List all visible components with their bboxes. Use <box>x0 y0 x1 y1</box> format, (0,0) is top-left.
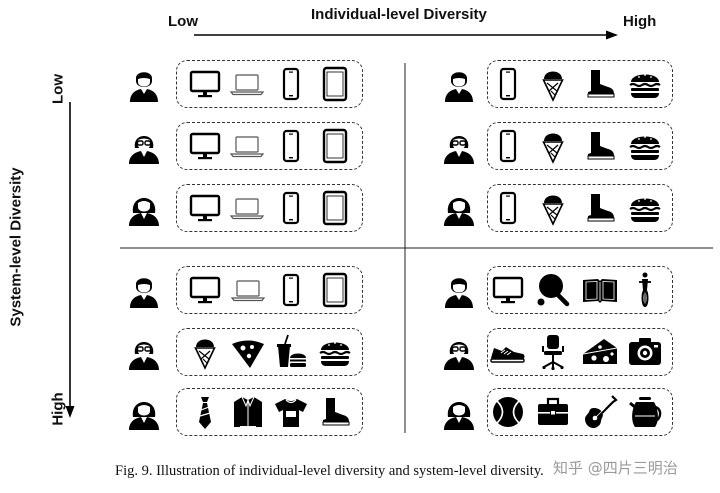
pizza-icon <box>228 332 268 372</box>
watermark: 知乎 @四片三明治 <box>553 459 678 477</box>
fast-food-icon <box>271 332 311 372</box>
cyclist-icon <box>625 270 665 310</box>
boot-icon <box>580 188 620 228</box>
man-user-icon <box>439 270 479 310</box>
item-group-box <box>176 122 363 170</box>
monitor-icon <box>185 64 225 104</box>
ping-pong-icon <box>533 270 573 310</box>
woman-glasses-user-icon <box>124 126 164 166</box>
smartphone-icon <box>488 188 528 228</box>
burger-icon <box>315 332 355 372</box>
boot-icon <box>580 126 620 166</box>
item-group-box <box>487 184 673 232</box>
kettle-icon <box>625 392 665 432</box>
camera-icon <box>625 332 665 372</box>
ice-cream-icon <box>533 64 573 104</box>
tablet-icon <box>315 126 355 166</box>
tablet-icon <box>315 270 355 310</box>
smartphone-icon <box>271 270 311 310</box>
monitor-icon <box>488 270 528 310</box>
woman-glasses-user-icon <box>124 332 164 372</box>
guitar-icon <box>580 392 620 432</box>
woman-glasses-user-icon <box>439 126 479 166</box>
item-group-box <box>487 122 673 170</box>
tablet-icon <box>315 188 355 228</box>
item-group-box <box>487 328 673 376</box>
ice-cream-icon <box>533 126 573 166</box>
item-group-box <box>487 266 673 314</box>
ice-cream-icon <box>533 188 573 228</box>
book-icon <box>580 270 620 310</box>
burger-icon <box>625 126 665 166</box>
item-group-box <box>176 328 363 376</box>
man-user-icon <box>439 64 479 104</box>
tshirt-icon <box>271 392 311 432</box>
laptop-icon <box>227 64 267 104</box>
laptop-icon <box>228 270 268 310</box>
woman-user-icon <box>124 188 164 228</box>
sneaker-icon <box>488 332 528 372</box>
monitor-icon <box>185 188 225 228</box>
x-axis-low-label: Low <box>168 13 198 30</box>
smartphone-icon <box>488 64 528 104</box>
item-group-box <box>487 60 673 108</box>
laptop-icon <box>227 126 267 166</box>
tennis-ball-icon <box>488 392 528 432</box>
smartphone-icon <box>271 188 311 228</box>
smartphone-icon <box>488 126 528 166</box>
smartphone-icon <box>271 126 311 166</box>
figure-caption: Fig. 9. Illustration of individual-level… <box>115 463 544 479</box>
monitor-icon <box>185 126 225 166</box>
woman-user-icon <box>439 188 479 228</box>
woman-glasses-user-icon <box>439 332 479 372</box>
laptop-icon <box>227 188 267 228</box>
woman-user-icon <box>439 392 479 432</box>
x-axis-title: Individual-level Diversity <box>311 6 487 23</box>
man-user-icon <box>124 64 164 104</box>
item-group-box <box>176 388 363 436</box>
jacket-icon <box>228 392 268 432</box>
item-group-box <box>176 266 363 314</box>
burger-icon <box>625 64 665 104</box>
man-user-icon <box>124 270 164 310</box>
y-axis-arrow <box>65 102 75 418</box>
item-group-box <box>487 388 673 436</box>
smartphone-icon <box>271 64 311 104</box>
ice-cream-icon <box>185 332 225 372</box>
x-axis-arrow <box>194 30 618 40</box>
office-chair-icon <box>533 332 573 372</box>
woman-user-icon <box>124 392 164 432</box>
item-group-box <box>176 60 363 108</box>
boot-icon <box>580 64 620 104</box>
briefcase-icon <box>533 392 573 432</box>
tablet-icon <box>315 64 355 104</box>
boot-icon <box>315 392 355 432</box>
burger-icon <box>625 188 665 228</box>
item-group-box <box>176 184 363 232</box>
x-axis-high-label: High <box>623 13 657 30</box>
cheese-icon <box>580 332 620 372</box>
monitor-icon <box>185 270 225 310</box>
tie-icon <box>185 392 225 432</box>
